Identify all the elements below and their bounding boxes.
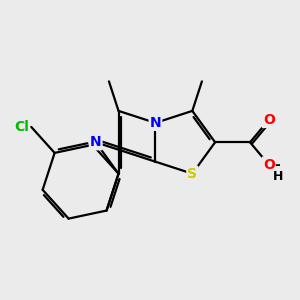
Text: H: H [273,170,284,183]
Text: O: O [263,158,275,172]
Text: -: - [274,158,280,172]
Text: N: N [90,135,101,149]
Text: O: O [263,113,275,127]
Text: N: N [150,116,161,130]
Text: S: S [187,167,197,181]
Text: Cl: Cl [14,120,29,134]
